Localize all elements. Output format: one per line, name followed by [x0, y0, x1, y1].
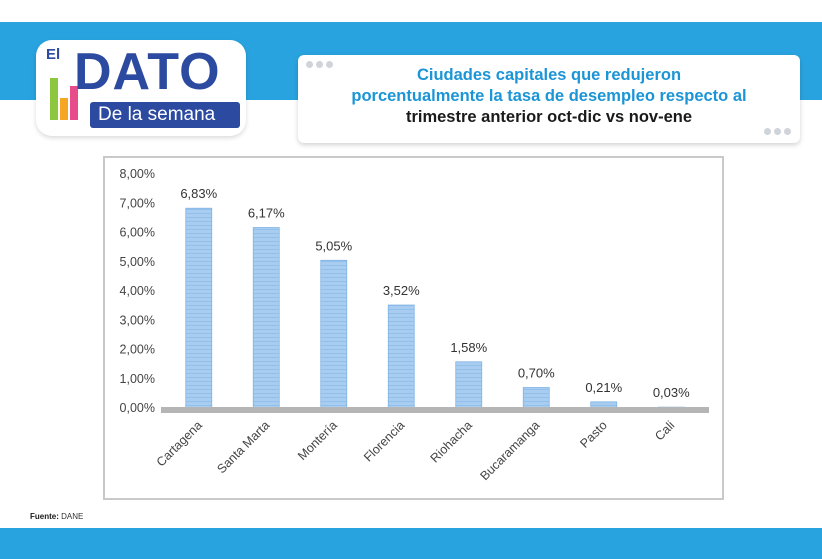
y-tick-label: 0,00%: [120, 401, 155, 415]
data-label: 1,58%: [450, 340, 487, 355]
y-tick-label: 7,00%: [120, 196, 155, 210]
bar-florencia: [387, 304, 415, 409]
y-tick-label: 4,00%: [120, 284, 155, 298]
chart-area: 0,00% 1,00% 2,00% 3,00% 4,00% 5,00% 6,00% 7,00%…: [103, 156, 724, 500]
data-label: 0,70%: [518, 366, 555, 381]
title-dots-bottom: [764, 128, 791, 135]
title-box: Ciudades capitales que redujeron porcent…: [298, 55, 800, 143]
data-label: 0,03%: [653, 385, 690, 400]
data-label: 5,05%: [315, 238, 352, 253]
bar-riohacha: [455, 361, 483, 409]
x-tick-label: Riohacha: [428, 418, 475, 465]
bar-montería: [320, 259, 348, 409]
x-tick-label: Montería: [295, 418, 340, 463]
logo-dato-text: DATO: [74, 43, 221, 101]
x-tick-label: Cali: [652, 418, 677, 443]
title-line-1: Ciudades capitales que redujeron: [416, 66, 682, 84]
y-tick-label: 3,00%: [120, 313, 155, 327]
x-tick-label: Florencia: [361, 418, 407, 464]
source-label: Fuente:: [30, 512, 59, 521]
x-axis-line: [161, 407, 709, 413]
title-line-2: porcentualmente la tasa de desempleo res…: [351, 87, 747, 105]
bar-santa-marta: [252, 227, 280, 409]
footer-band: [0, 528, 822, 559]
bar-bucaramanga: [522, 387, 550, 409]
source-note: Fuente: DANE: [30, 512, 83, 521]
x-tick-label: Santa Marta: [214, 418, 272, 476]
logo-bars-icon: [50, 62, 90, 120]
logo-subtitle-strip: [90, 102, 240, 128]
data-label: 3,52%: [383, 283, 420, 298]
logo-subtitle: De la semana: [98, 104, 216, 125]
data-label: 0,21%: [585, 380, 622, 395]
y-tick-label: 1,00%: [120, 372, 155, 386]
x-tick-label: Pasto: [577, 418, 610, 451]
y-tick-label: 5,00%: [120, 255, 155, 269]
y-tick-label: 6,00%: [120, 226, 155, 240]
data-label: 6,83%: [180, 186, 217, 201]
title-dots-top: [306, 61, 333, 68]
x-tick-label: Cartagena: [154, 418, 205, 469]
title-line-3: trimestre anterior oct-dic vs nov-ene: [405, 108, 693, 126]
y-tick-label: 8,00%: [120, 167, 155, 181]
y-tick-label: 2,00%: [120, 343, 155, 357]
header-white-strip: [0, 0, 822, 22]
bar-cartagena: [185, 207, 213, 409]
chart-title: Ciudades capitales que redujeron porcent…: [298, 65, 800, 128]
bar-chart: 0,00% 1,00% 2,00% 3,00% 4,00% 5,00% 6,00% 7,00%…: [120, 167, 709, 483]
x-tick-label: Bucaramanga: [477, 418, 542, 483]
logo-el-text: El: [46, 46, 61, 63]
data-label: 6,17%: [248, 206, 285, 221]
source-value: DANE: [61, 512, 84, 521]
logo: El DATO De la semana: [36, 40, 246, 140]
